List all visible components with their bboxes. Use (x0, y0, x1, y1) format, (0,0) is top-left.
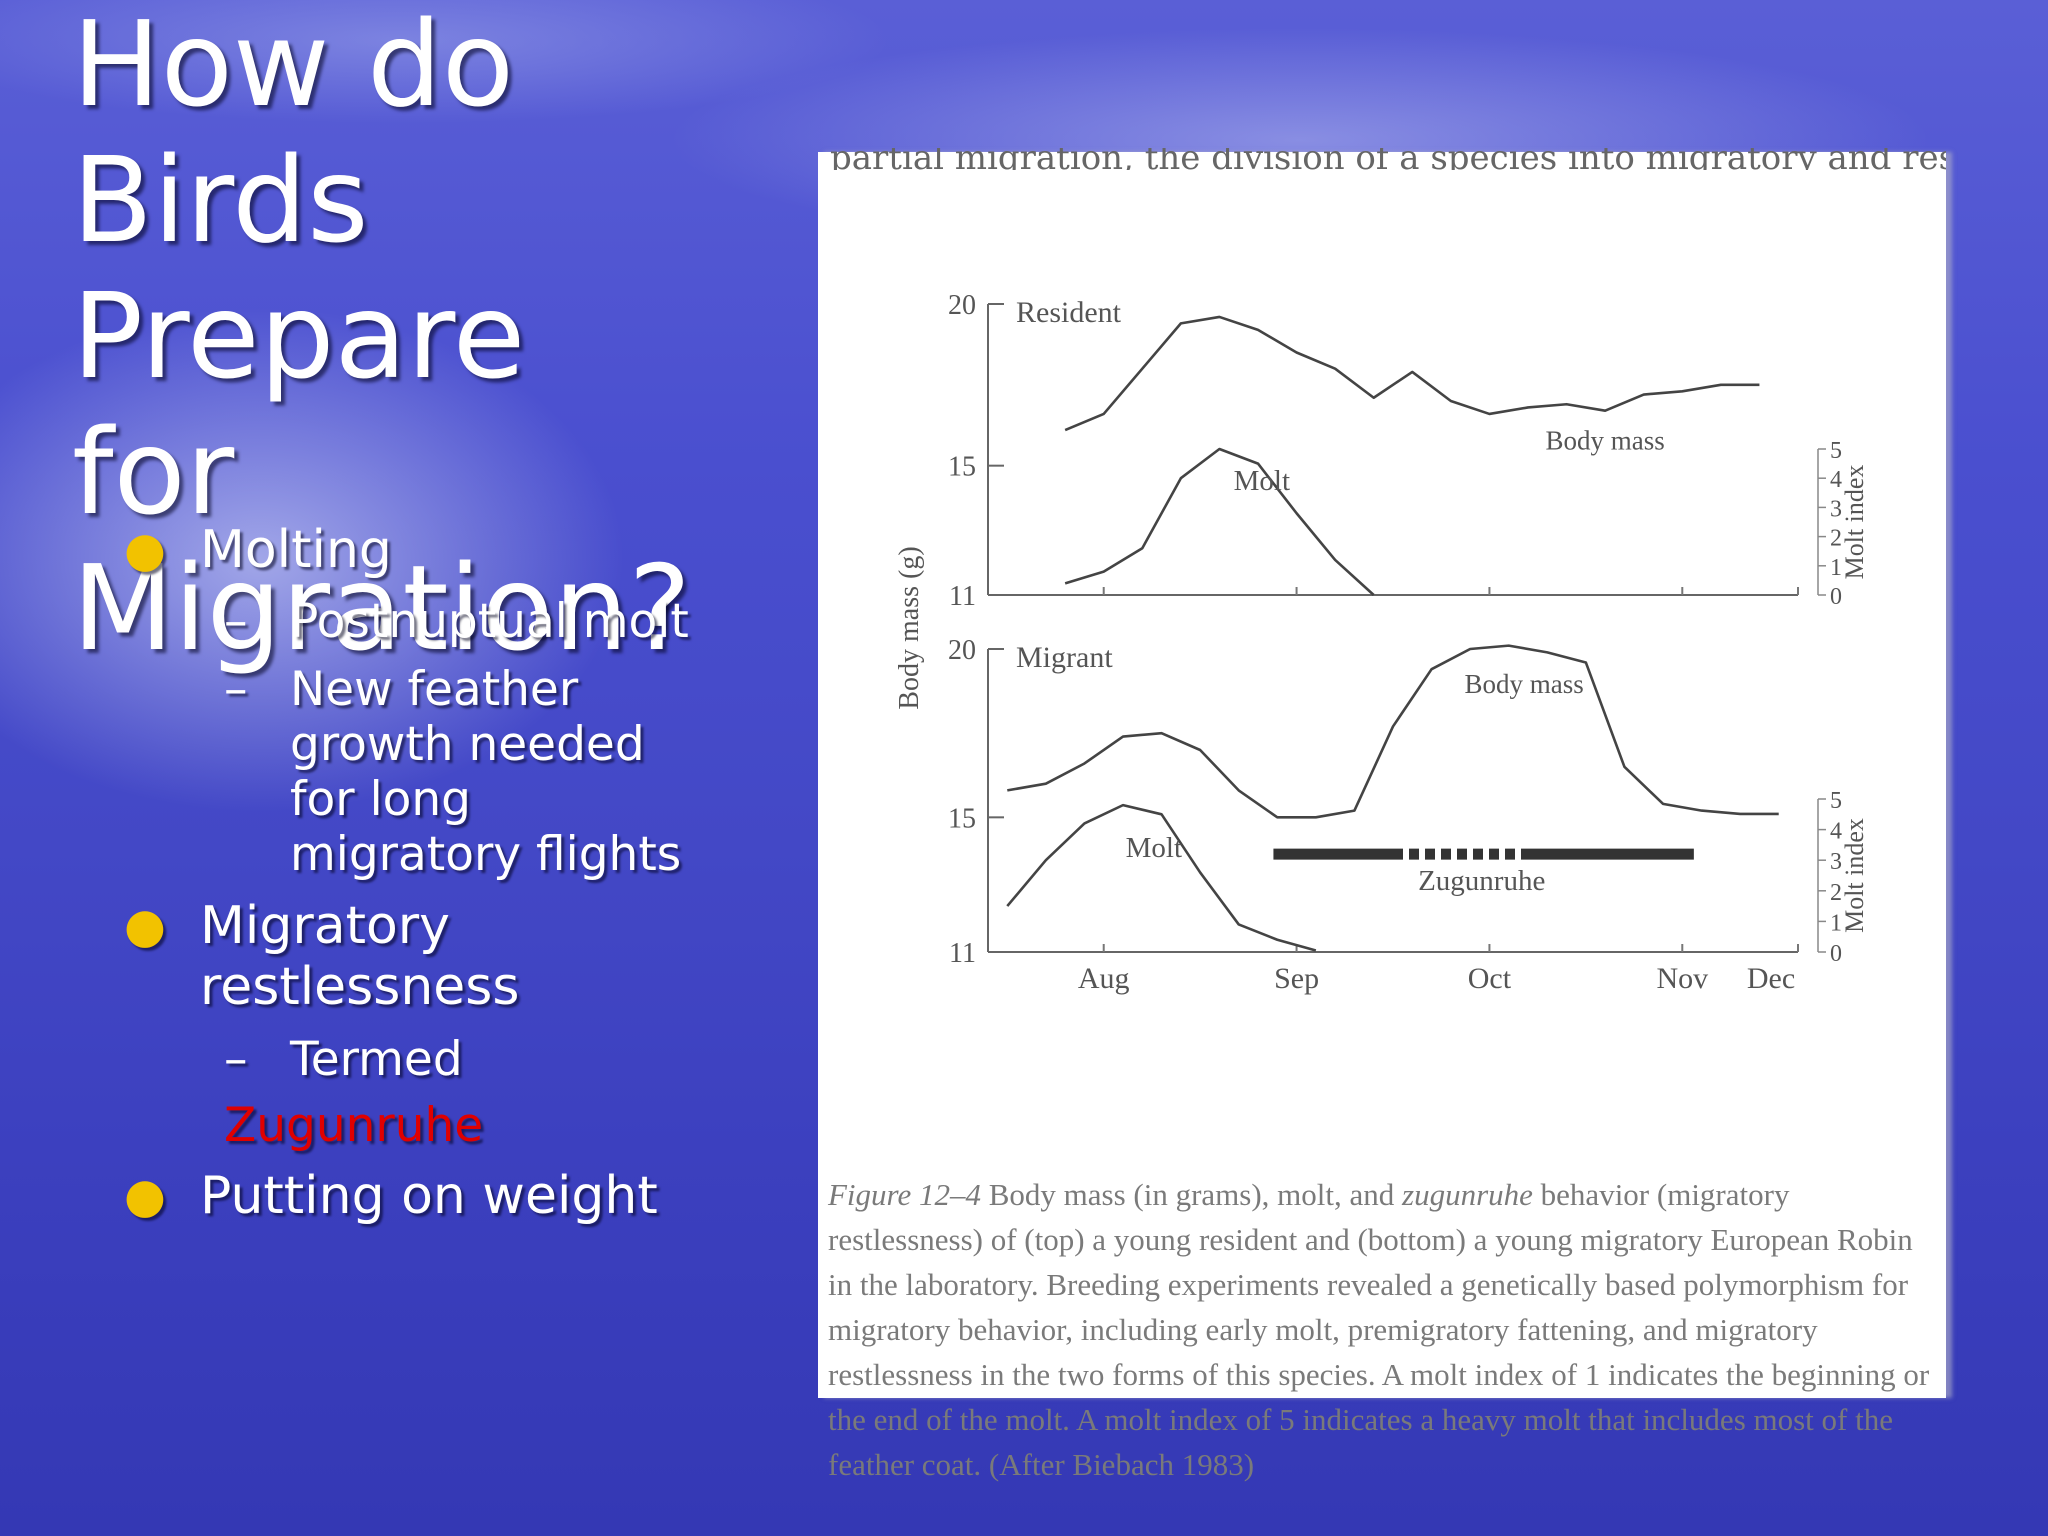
molt-line (1064, 447, 1375, 596)
bullet-item: ● Migratory restlessness (124, 896, 760, 1018)
body-mass-tick-label: 11 (949, 581, 976, 612)
body-mass-line (1064, 315, 1760, 432)
bullet-text: Putting on weight (200, 1166, 658, 1226)
dash-icon: – (224, 662, 248, 717)
bullet-item: ● Putting on weight (124, 1166, 760, 1227)
molt-index-axis-label: Molt index (1840, 465, 1869, 580)
body-mass-series-label: Body mass (1546, 426, 1665, 456)
molt-index-tick-label: 0 (1830, 941, 1842, 967)
molt-index-tick-label: 3 (1830, 849, 1842, 875)
molt-index-tick-label: 1 (1830, 910, 1842, 936)
molt-index-tick-label: 2 (1830, 526, 1842, 552)
bullet-dot-icon: ● (124, 898, 166, 954)
molt-index-tick-label: 4 (1830, 819, 1842, 845)
x-tick-label: Sep (1274, 962, 1319, 995)
body-mass-tick-label: 20 (948, 290, 976, 321)
sub-bullet-text: New feather growth needed for long migra… (290, 662, 682, 882)
bullet-item: ● Molting (124, 520, 760, 581)
panel-label: Migrant (1016, 641, 1113, 674)
body-mass-tick-label: 15 (948, 452, 976, 483)
caption-italic: zugunruhe (1402, 1177, 1533, 1212)
dash-icon: – (224, 594, 248, 649)
molt-index-tick-label: 3 (1830, 496, 1842, 522)
sub-bullet-item: – New feather growth needed for long mig… (224, 662, 710, 882)
molt-series-label: Molt (1126, 832, 1182, 864)
molt-index-tick-label: 5 (1830, 788, 1842, 814)
molt-index-tick-label: 0 (1830, 584, 1842, 610)
molt-index-tick-label: 1 (1830, 555, 1842, 581)
molt-series-label: Molt (1234, 465, 1290, 497)
body-mass-tick-label: 11 (949, 938, 976, 969)
x-tick-label: Oct (1468, 962, 1512, 995)
molt-index-tick-label: 5 (1830, 438, 1842, 464)
body-mass-line (1007, 644, 1779, 819)
zugunruhe-label: Zugunruhe (1418, 865, 1545, 897)
body-mass-tick-label: 15 (948, 803, 976, 834)
bullet-dot-icon: ● (124, 522, 166, 578)
body-mass-axis-label: Body mass (g) (894, 546, 925, 709)
figure-caption: Figure 12–4 Body mass (in grams), molt, … (828, 1172, 1938, 1487)
caption-label: Figure 12–4 (828, 1177, 981, 1212)
dash-icon: – (224, 1032, 248, 1087)
x-tick-label: Nov (1656, 962, 1708, 995)
sub-bullet-text: Postnuptual molt (290, 594, 689, 649)
bullet-text: Migratory restlessness (200, 896, 520, 1017)
caption-text-1: Body mass (in grams), molt, and (980, 1177, 1403, 1212)
body-mass-series-label: Body mass (1465, 669, 1584, 699)
figure-top-text: partial migration, the division of a spe… (830, 148, 1946, 170)
sub-bullet-item: – Termed (224, 1032, 710, 1087)
molt-index-tick-label: 4 (1830, 467, 1842, 493)
caption-text-2: behavior (migratory restlessness) of (to… (828, 1177, 1930, 1482)
sub-bullet-text: Termed (290, 1032, 463, 1087)
sub-bullet-item: – Postnuptual molt (224, 594, 710, 649)
slide-title: How do Birds Prepare for Migration? (72, 0, 691, 677)
bullet-dot-icon: ● (124, 1168, 166, 1224)
x-tick-label: Aug (1078, 962, 1130, 995)
body-mass-tick-label: 20 (948, 635, 976, 666)
panel-label: Resident (1016, 296, 1122, 329)
x-tick-label: Dec (1747, 962, 1795, 995)
bullet-text: Molting (200, 520, 392, 580)
molt-index-axis-label: Molt index (1840, 818, 1869, 933)
molt-line (1006, 803, 1317, 952)
molt-index-tick-label: 2 (1830, 880, 1842, 906)
zugunruhe-term: Zugunruhe (224, 1098, 484, 1153)
textbook-figure: partial migration, the division of a spe… (818, 148, 1946, 1482)
